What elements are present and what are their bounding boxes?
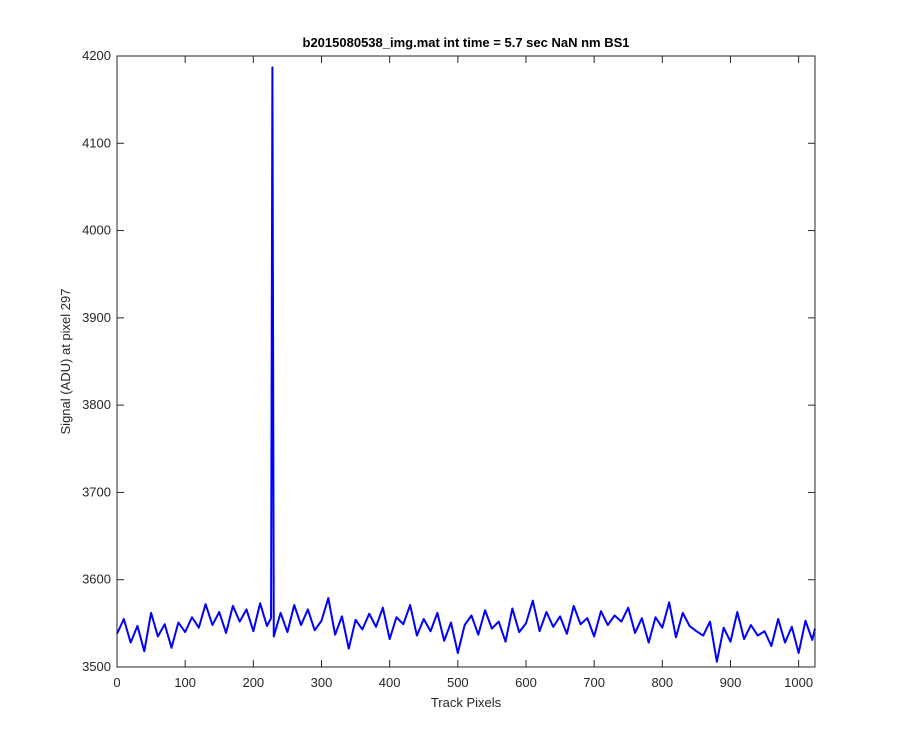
y-tick-label: 3600 — [82, 572, 111, 587]
x-tick-label: 800 — [651, 675, 673, 690]
y-tick-label: 3900 — [82, 310, 111, 325]
x-tick-label: 300 — [311, 675, 333, 690]
x-tick-label: 400 — [379, 675, 401, 690]
x-tick-label: 0 — [113, 675, 120, 690]
x-tick-label: 500 — [447, 675, 469, 690]
x-tick-label: 700 — [583, 675, 605, 690]
x-tick-label: 1000 — [784, 675, 813, 690]
y-tick-label: 4100 — [82, 135, 111, 150]
axis-ticks-group: 0 100 200 300 400 500 600 700 800 900 1000 3500 3600… — [82, 48, 815, 690]
series-line — [116, 66, 816, 663]
x-tick-label: 200 — [242, 675, 264, 690]
y-tick-label: 4000 — [82, 223, 111, 238]
x-axis-label: Track Pixels — [431, 695, 502, 710]
y-tick-label: 3800 — [82, 397, 111, 412]
plot-area-background — [117, 56, 815, 667]
y-tick-label: 3500 — [82, 659, 111, 674]
x-tick-label: 100 — [174, 675, 196, 690]
series-group — [116, 66, 816, 663]
y-axis-label: Signal (ADU) at pixel 297 — [58, 289, 73, 435]
plot-area-border — [116, 55, 816, 668]
x-tick-label: 900 — [720, 675, 742, 690]
y-tick-label: 3700 — [82, 484, 111, 499]
chart-title: b2015080538_img.mat int time = 5.7 sec N… — [303, 35, 630, 50]
x-tick-label: 600 — [515, 675, 537, 690]
y-tick-label: 4200 — [82, 48, 111, 63]
